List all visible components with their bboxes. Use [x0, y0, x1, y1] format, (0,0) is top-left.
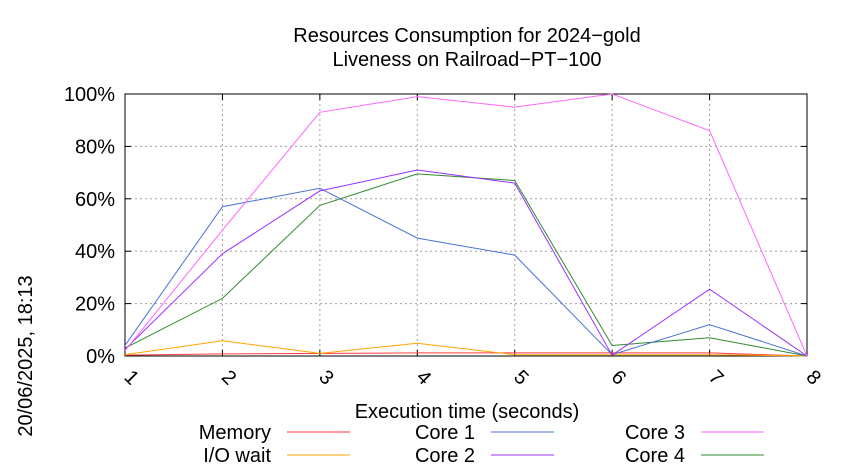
y-tick-label: 20% — [75, 294, 115, 316]
series-line-core-2 — [124, 169, 808, 357]
plot-area-border — [124, 93, 808, 357]
y-tick-label: 40% — [75, 241, 115, 263]
series-lines — [124, 93, 808, 357]
x-tick-label: 6 — [607, 366, 630, 389]
y-tick-label: 100% — [64, 84, 115, 106]
side-timestamp-label: 20/06/2025, 18:13 — [15, 275, 37, 436]
x-tick-label: 7 — [704, 366, 727, 389]
legend-label-memory: Memory — [199, 422, 271, 444]
x-axis-ticks: 1 2 3 4 5 6 7 8 — [120, 94, 825, 389]
legend-label-core-2: Core 2 — [415, 445, 475, 467]
legend-label-core-4: Core 4 — [625, 445, 685, 467]
x-tick-label: 3 — [314, 366, 337, 389]
series-line-core-3 — [124, 93, 808, 357]
chart-title: Resources Consumption for 2024−gold — [293, 25, 640, 47]
series-line-core-1 — [124, 187, 808, 357]
series-line-i-o-wait — [124, 340, 808, 357]
y-tick-label: 0% — [86, 346, 115, 368]
chart-subtitle: Liveness on Railroad−PT−100 — [332, 49, 601, 71]
series-line-core-4 — [124, 173, 808, 357]
x-tick-label: 1 — [120, 366, 143, 389]
legend-label-core-3: Core 3 — [625, 422, 685, 444]
x-tick-label: 2 — [217, 366, 240, 389]
grid-lines — [125, 94, 807, 356]
x-axis-label: Execution time (seconds) — [355, 401, 580, 423]
y-axis-ticks: 0% 20% 40% 60% 80% 100% — [64, 84, 807, 368]
y-tick-label: 80% — [75, 136, 115, 158]
legend-label-i-o-wait: I/O wait — [203, 445, 271, 467]
x-tick-label: 8 — [802, 366, 825, 389]
x-tick-label: 5 — [509, 366, 532, 389]
legend-label-core-1: Core 1 — [415, 422, 475, 444]
y-tick-label: 60% — [75, 189, 115, 211]
x-tick-label: 4 — [412, 366, 435, 389]
series-line-memory — [124, 352, 808, 357]
